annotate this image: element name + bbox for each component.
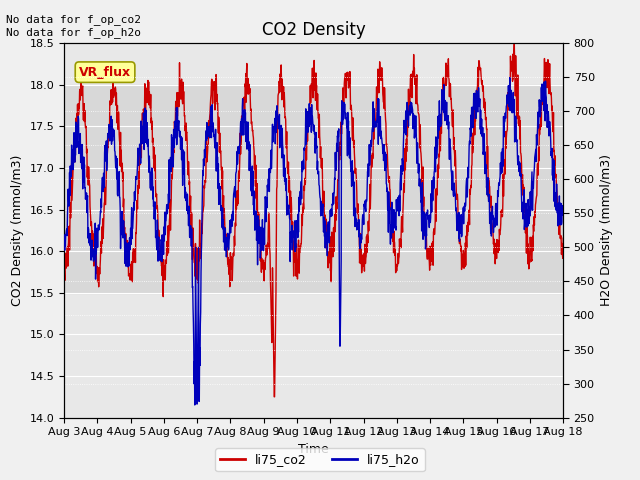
Legend: li75_co2, li75_h2o: li75_co2, li75_h2o	[215, 448, 425, 471]
Bar	[64, 85, 563, 293]
Text: No data for f_op_co2
No data for f_op_h2o: No data for f_op_co2 No data for f_op_h2…	[6, 14, 141, 38]
Y-axis label: CO2 Density (mmol/m3): CO2 Density (mmol/m3)	[11, 155, 24, 306]
Title: CO2 Density: CO2 Density	[262, 21, 365, 39]
Text: VR_flux: VR_flux	[79, 66, 131, 79]
X-axis label: Time: Time	[298, 443, 329, 456]
Y-axis label: H2O Density (mmol/m3): H2O Density (mmol/m3)	[600, 155, 613, 306]
